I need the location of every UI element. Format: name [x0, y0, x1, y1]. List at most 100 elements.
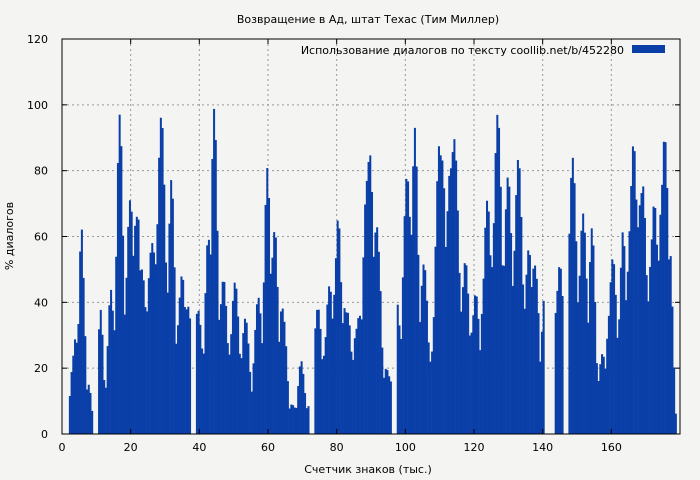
bar: [525, 274, 528, 434]
bar: [611, 259, 614, 434]
bar: [444, 246, 447, 434]
bar: [358, 315, 361, 434]
bar: [602, 356, 605, 434]
bar: [662, 141, 665, 434]
bar: [376, 227, 379, 434]
bar: [357, 318, 360, 434]
bar: [168, 223, 171, 434]
bar: [247, 343, 250, 434]
bar: [532, 268, 535, 434]
bar: [285, 346, 288, 434]
bar: [649, 266, 652, 434]
bar: [283, 321, 286, 434]
bar: [79, 251, 82, 434]
bar: [626, 271, 629, 434]
bar: [329, 291, 332, 434]
bar: [384, 368, 387, 434]
bar: [243, 318, 246, 434]
bar: [661, 184, 664, 434]
bar: [461, 287, 464, 434]
bar: [413, 127, 416, 434]
bar: [460, 311, 463, 434]
bar: [68, 396, 71, 434]
bar: [386, 370, 389, 434]
bar: [134, 225, 137, 434]
x-tick-label: 100: [395, 441, 416, 454]
bar: [91, 410, 94, 434]
bar: [417, 254, 420, 434]
bar: [216, 230, 219, 434]
bar: [74, 339, 77, 434]
bar: [156, 224, 159, 434]
bar: [103, 380, 106, 434]
bar: [295, 407, 298, 434]
bar: [408, 216, 411, 434]
bar: [165, 262, 168, 434]
bar: [276, 286, 279, 434]
bar: [587, 322, 590, 434]
bar: [238, 353, 241, 434]
bar: [125, 277, 128, 434]
bar: [503, 265, 506, 434]
bar: [341, 323, 344, 434]
bar: [530, 287, 533, 434]
bar: [360, 319, 363, 434]
x-tick-label: 140: [532, 441, 553, 454]
bar: [201, 348, 204, 434]
bar: [183, 307, 186, 434]
bar: [432, 317, 435, 434]
bar: [106, 346, 109, 434]
bar: [319, 328, 322, 434]
bar: [101, 334, 104, 434]
bar: [304, 393, 307, 434]
bar: [170, 180, 173, 434]
y-tick-label: 20: [34, 362, 48, 375]
bar: [137, 219, 140, 434]
bar: [554, 312, 557, 434]
bar: [268, 197, 271, 434]
bar: [510, 233, 513, 434]
bar: [482, 278, 485, 434]
bar: [424, 270, 427, 434]
bar: [540, 331, 543, 434]
bar: [223, 281, 226, 434]
bar: [207, 239, 210, 434]
bar: [436, 181, 439, 434]
bar: [152, 252, 155, 434]
bar: [559, 268, 562, 434]
bar: [122, 235, 125, 434]
x-tick-label: 160: [601, 441, 622, 454]
bar: [635, 199, 638, 434]
bar: [146, 311, 149, 434]
legend-swatch: [632, 45, 665, 53]
bar: [144, 307, 147, 434]
bar: [585, 278, 588, 434]
bar: [345, 312, 348, 434]
bar: [269, 273, 272, 434]
bar: [415, 166, 418, 434]
bar: [643, 218, 646, 434]
bar: [213, 108, 216, 435]
bar: [352, 359, 355, 434]
bar: [381, 347, 384, 434]
bar: [470, 332, 473, 434]
bar: [86, 389, 89, 434]
bar: [429, 361, 432, 434]
bar: [331, 318, 334, 434]
bar: [652, 206, 655, 434]
bar: [465, 265, 468, 434]
legend: Использование диалогов по тексту coollib…: [301, 44, 665, 57]
x-tick-label: 80: [330, 441, 344, 454]
bar: [594, 301, 597, 434]
bar: [235, 288, 238, 434]
bar: [278, 341, 281, 434]
bar: [621, 232, 624, 434]
bar: [128, 200, 131, 434]
bar: [288, 408, 291, 434]
bar: [492, 223, 495, 434]
bar: [528, 255, 531, 434]
bar: [477, 318, 480, 434]
bar: [372, 256, 375, 434]
bar: [240, 358, 243, 434]
bar: [604, 368, 607, 434]
